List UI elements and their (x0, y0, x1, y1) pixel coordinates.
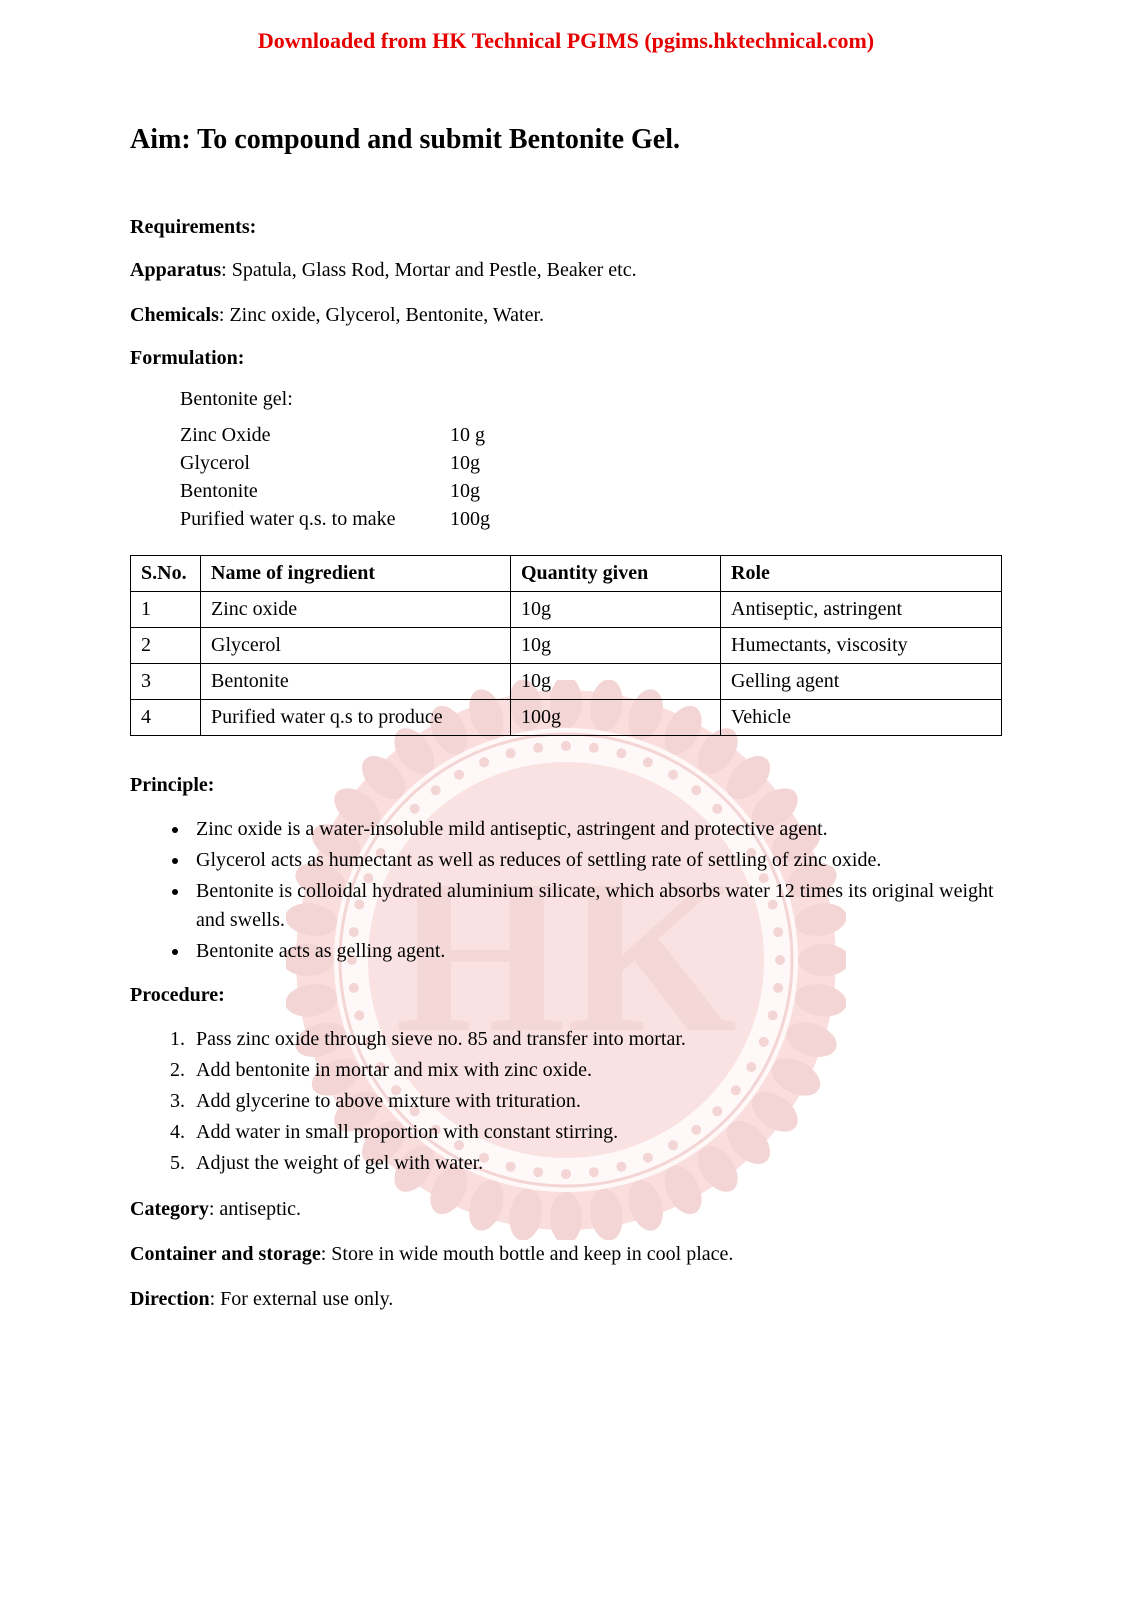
table-cell: 3 (131, 664, 201, 700)
table-row: 1Zinc oxide10gAntiseptic, astringent (131, 592, 1002, 628)
list-item: Add water in small proportion with const… (190, 1118, 1002, 1147)
table-cell: 10g (511, 592, 721, 628)
principle-suffix: : (208, 774, 215, 796)
list-item: Bentonite is colloidal hydrated aluminiu… (190, 877, 1002, 935)
formulation-row: Glycerol10g (180, 449, 1002, 477)
list-item: Add bentonite in mortar and mix with zin… (190, 1056, 1002, 1085)
formulation-ingredient: Zinc Oxide (180, 421, 450, 449)
storage-line: Container and storage: Store in wide mou… (130, 1241, 1002, 1268)
formulation-label: Formulation (130, 347, 238, 369)
procedure-list: Pass zinc oxide through sieve no. 85 and… (190, 1025, 1002, 1178)
formulation-ingredient: Glycerol (180, 449, 450, 477)
requirements-suffix: : (250, 216, 257, 238)
formulation-qty: 10g (450, 477, 480, 505)
category-label: Category (130, 1198, 209, 1220)
procedure-suffix: : (218, 984, 225, 1006)
formulation-ingredient: Bentonite (180, 477, 450, 505)
table-cell: Glycerol (201, 628, 511, 664)
requirements-heading: Requirements: (130, 216, 1002, 239)
apparatus-label: Apparatus (130, 259, 221, 281)
category-line: Category: antiseptic. (130, 1196, 1002, 1223)
list-item: Glycerol acts as humectant as well as re… (190, 846, 1002, 875)
table-cell: 2 (131, 628, 201, 664)
download-source-header: Downloaded from HK Technical PGIMS (pgim… (130, 28, 1002, 54)
table-cell: Humectants, viscosity (721, 628, 1002, 664)
list-item: Bentonite acts as gelling agent. (190, 937, 1002, 966)
list-item: Add glycerine to above mixture with trit… (190, 1087, 1002, 1116)
table-cell: 4 (131, 700, 201, 736)
formulation-row: Zinc Oxide10 g (180, 421, 1002, 449)
table-cell: 10g (511, 628, 721, 664)
formulation-qty: 10 g (450, 421, 485, 449)
table-header: Quantity given (511, 556, 721, 592)
formulation-title: Bentonite gel: (180, 388, 1002, 411)
formulation-heading: Formulation: (130, 347, 1002, 370)
chemicals-label: Chemicals (130, 304, 219, 326)
table-row: 3Bentonite10gGelling agent (131, 664, 1002, 700)
storage-text: : Store in wide mouth bottle and keep in… (321, 1243, 734, 1265)
principle-list: Zinc oxide is a water-insoluble mild ant… (190, 815, 1002, 966)
table-cell: Gelling agent (721, 664, 1002, 700)
table-cell: 10g (511, 664, 721, 700)
procedure-heading: Procedure: (130, 984, 1002, 1007)
table-cell: Vehicle (721, 700, 1002, 736)
principle-heading: Principle: (130, 774, 1002, 797)
table-row: 4Purified water q.s to produce100gVehicl… (131, 700, 1002, 736)
table-cell: Purified water q.s to produce (201, 700, 511, 736)
table-row: 2Glycerol10gHumectants, viscosity (131, 628, 1002, 664)
formulation-suffix: : (238, 347, 245, 369)
document-body: Downloaded from HK Technical PGIMS (pgim… (0, 0, 1132, 1313)
formulation-qty: 10g (450, 449, 480, 477)
category-text: : antiseptic. (209, 1198, 301, 1220)
aim-label: Aim: (130, 124, 191, 155)
formulation-row: Purified water q.s. to make100g (180, 505, 1002, 533)
chemicals-line: Chemicals: Zinc oxide, Glycerol, Bentoni… (130, 302, 1002, 329)
formulation-row: Bentonite10g (180, 477, 1002, 505)
ingredients-table: S.No.Name of ingredientQuantity givenRol… (130, 555, 1002, 736)
table-header: Name of ingredient (201, 556, 511, 592)
list-item: Pass zinc oxide through sieve no. 85 and… (190, 1025, 1002, 1054)
chemicals-text: : Zinc oxide, Glycerol, Bentonite, Water… (219, 304, 544, 326)
list-item: Adjust the weight of gel with water. (190, 1149, 1002, 1178)
formulation-ingredient: Purified water q.s. to make (180, 505, 450, 533)
apparatus-text: : Spatula, Glass Rod, Mortar and Pestle,… (221, 259, 636, 281)
apparatus-line: Apparatus: Spatula, Glass Rod, Mortar an… (130, 257, 1002, 284)
principle-label: Principle (130, 774, 208, 796)
direction-line: Direction: For external use only. (130, 1286, 1002, 1313)
aim-text: To compound and submit Bentonite Gel. (197, 124, 680, 155)
storage-label: Container and storage (130, 1243, 321, 1265)
table-cell: Bentonite (201, 664, 511, 700)
table-header: S.No. (131, 556, 201, 592)
direction-text: : For external use only. (210, 1288, 394, 1310)
table-cell: Antiseptic, astringent (721, 592, 1002, 628)
table-cell: 1 (131, 592, 201, 628)
requirements-label: Requirements (130, 216, 250, 238)
formulation-block: Bentonite gel: Zinc Oxide10 gGlycerol10g… (180, 388, 1002, 533)
aim-heading: Aim: To compound and submit Bentonite Ge… (130, 124, 1002, 156)
direction-label: Direction (130, 1288, 210, 1310)
table-cell: 100g (511, 700, 721, 736)
table-cell: Zinc oxide (201, 592, 511, 628)
procedure-label: Procedure (130, 984, 218, 1006)
list-item: Zinc oxide is a water-insoluble mild ant… (190, 815, 1002, 844)
table-header: Role (721, 556, 1002, 592)
formulation-qty: 100g (450, 505, 490, 533)
